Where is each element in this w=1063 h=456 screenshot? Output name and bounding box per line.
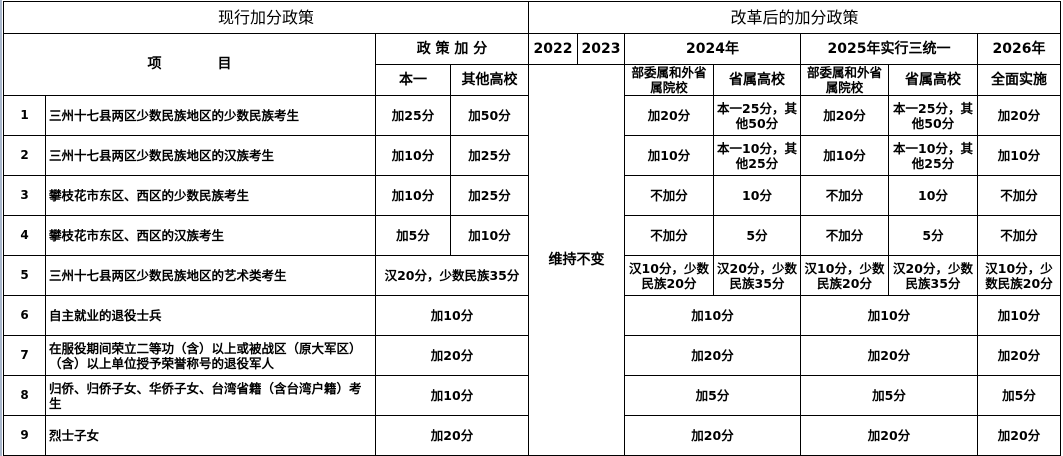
reform-2024-ministry-points: 加10分 xyxy=(624,135,714,176)
current-points: 汉20分，少数民族35分 xyxy=(375,255,529,296)
reform-2024-ministry-points: 汉10分，少数民族20分 xyxy=(624,255,714,296)
reform-2026-points: 不加分 xyxy=(977,215,1061,256)
reform-2024-provincial-points: 5分 xyxy=(713,215,801,256)
row-number: 4 xyxy=(3,215,46,256)
ministry-header-2024: 部委属和外省属院校 xyxy=(624,64,714,96)
ministry-header-2025: 部委属和外省属院校 xyxy=(800,64,889,96)
reform-2026-points: 加10分 xyxy=(977,295,1061,336)
current-ben1-points: 加25分 xyxy=(375,95,451,136)
table-row: 9 烈士子女 加20分 加20分 加20分 加20分 xyxy=(3,415,1061,456)
reform-2026-points: 加5分 xyxy=(977,375,1061,416)
policy-points-header: 政 策 加 分 xyxy=(375,33,529,65)
row-number: 8 xyxy=(3,375,46,416)
current-ben1-points: 加10分 xyxy=(375,135,451,176)
row-number: 7 xyxy=(3,335,46,376)
item-label: 三州十七县两区少数民族地区的少数民族考生 xyxy=(45,95,376,136)
item-header: 项 目 xyxy=(3,33,376,96)
row-number: 9 xyxy=(3,415,46,456)
reform-2024-ministry-points: 不加分 xyxy=(624,215,714,256)
current-points: 加20分 xyxy=(375,415,529,456)
reform-2025-ministry-points: 加20分 xyxy=(800,95,889,136)
year-2026-header: 2026年 xyxy=(977,33,1061,65)
table-row: 7 在服役期间荣立二等功（含）以上或被战区（原大军区）（含）以上单位授予荣誉称号的… xyxy=(3,335,1061,376)
item-label: 三州十七县两区少数民族地区的艺术类考生 xyxy=(45,255,376,296)
sheet-left-edge xyxy=(0,0,2,456)
current-other-points: 加25分 xyxy=(450,175,529,216)
year-2022-header: 2022 xyxy=(528,33,578,65)
reform-2024-points: 加20分 xyxy=(624,335,801,376)
reform-2025-ministry-points: 不加分 xyxy=(800,215,889,256)
table-row: 2 三州十七县两区少数民族地区的汉族考生 加10分 加25分 加10分 本一10分，其他2… xyxy=(3,135,1061,176)
current-other-points: 加25分 xyxy=(450,135,529,176)
current-points: 加10分 xyxy=(375,375,529,416)
reform-2024-provincial-points: 汉20分，少数民族35分 xyxy=(713,255,801,296)
reform-2024-points: 加20分 xyxy=(624,415,801,456)
other-colleges-header: 其他高校 xyxy=(450,64,529,96)
item-label: 攀枝花市东区、西区的少数民族考生 xyxy=(45,175,376,216)
reform-2025-ministry-points: 汉10分，少数民族20分 xyxy=(800,255,889,296)
reform-2024-provincial-points: 本一25分，其他50分 xyxy=(713,95,801,136)
item-label: 三州十七县两区少数民族地区的汉族考生 xyxy=(45,135,376,176)
reform-2024-ministry-points: 加20分 xyxy=(624,95,714,136)
reform-2025-provincial-points: 汉20分，少数民族35分 xyxy=(888,255,978,296)
table-row: 8 归侨、归侨子女、华侨子女、台湾省籍（含台湾户籍）考生 加10分 加5分 加5分 加5分 xyxy=(3,375,1061,416)
current-other-points: 加10分 xyxy=(450,215,529,256)
reform-2025-ministry-points: 不加分 xyxy=(800,175,889,216)
provincial-header-2025: 省属高校 xyxy=(888,64,978,96)
item-label: 在服役期间荣立二等功（含）以上或被战区（原大军区）（含）以上单位授予荣誉称号的退… xyxy=(45,335,376,376)
reform-2024-provincial-points: 本一10分，其他25分 xyxy=(713,135,801,176)
reform-2025-points: 加20分 xyxy=(800,335,978,376)
reform-2025-provincial-points: 10分 xyxy=(888,175,978,216)
reform-2025-ministry-points: 加10分 xyxy=(800,135,889,176)
current-points: 加10分 xyxy=(375,295,529,336)
table-row: 6 自主就业的退役士兵 加10分 加10分 加10分 加10分 xyxy=(3,295,1061,336)
reform-2025-provincial-points: 5分 xyxy=(888,215,978,256)
item-label: 攀枝花市东区、西区的汉族考生 xyxy=(45,215,376,256)
year-2024-header: 2024年 xyxy=(624,33,801,65)
reform-2025-provincial-points: 本一10分，其他25分 xyxy=(888,135,978,176)
current-ben1-points: 加5分 xyxy=(375,215,451,256)
row-number: 6 xyxy=(3,295,46,336)
reform-2026-points: 加20分 xyxy=(977,95,1061,136)
table-row: 3 攀枝花市东区、西区的少数民族考生 加10分 加25分 不加分 10分 不加分 10分 不加分 xyxy=(3,175,1061,216)
bonus-policy-table: 现行加分政策 改革后的加分政策 项 目 政 策 加 分 2022 2023 20… xyxy=(3,1,1061,456)
row-number: 3 xyxy=(3,175,46,216)
table-row: 1 三州十七县两区少数民族地区的少数民族考生 加25分 加50分 加20分 本一25分，其… xyxy=(3,95,1061,136)
reform-2026-points: 加10分 xyxy=(977,135,1061,176)
reform-2026-points: 不加分 xyxy=(977,175,1061,216)
reform-2025-provincial-points: 本一25分，其他50分 xyxy=(888,95,978,136)
reform-2026-points: 汉10分，少数民族20分 xyxy=(977,255,1061,296)
table-row: 4 攀枝花市东区、西区的汉族考生 加5分 加10分 不加分 5分 不加分 5分 不加分 xyxy=(3,215,1061,256)
current-ben1-points: 加10分 xyxy=(375,175,451,216)
reform-2024-provincial-points: 10分 xyxy=(713,175,801,216)
current-other-points: 加50分 xyxy=(450,95,529,136)
table-row: 5 三州十七县两区少数民族地区的艺术类考生 汉20分，少数民族35分 汉10分，少数民… xyxy=(3,255,1061,296)
year-2025-header: 2025年实行三统一 xyxy=(800,33,978,65)
ben1-header: 本一 xyxy=(375,64,451,96)
reform-2025-points: 加20分 xyxy=(800,415,978,456)
reform-policy-title: 改革后的加分政策 xyxy=(528,1,1061,34)
unchanged-cell: 维持不变 xyxy=(528,64,625,456)
row-number: 2 xyxy=(3,135,46,176)
reform-2026-points: 加20分 xyxy=(977,415,1061,456)
reform-2024-points: 加5分 xyxy=(624,375,801,416)
reform-2024-ministry-points: 不加分 xyxy=(624,175,714,216)
item-label: 归侨、归侨子女、华侨子女、台湾省籍（含台湾户籍）考生 xyxy=(45,375,376,416)
full-implementation-header: 全面实施 xyxy=(977,64,1061,96)
provincial-header-2024: 省属高校 xyxy=(713,64,801,96)
reform-2024-points: 加10分 xyxy=(624,295,801,336)
row-number: 5 xyxy=(3,255,46,296)
row-number: 1 xyxy=(3,95,46,136)
year-2023-header: 2023 xyxy=(577,33,625,65)
item-label: 烈士子女 xyxy=(45,415,376,456)
reform-2026-points: 加20分 xyxy=(977,335,1061,376)
item-label: 自主就业的退役士兵 xyxy=(45,295,376,336)
reform-2025-points: 加10分 xyxy=(800,295,978,336)
current-points: 加20分 xyxy=(375,335,529,376)
reform-2025-points: 加5分 xyxy=(800,375,978,416)
current-policy-title: 现行加分政策 xyxy=(3,1,529,34)
